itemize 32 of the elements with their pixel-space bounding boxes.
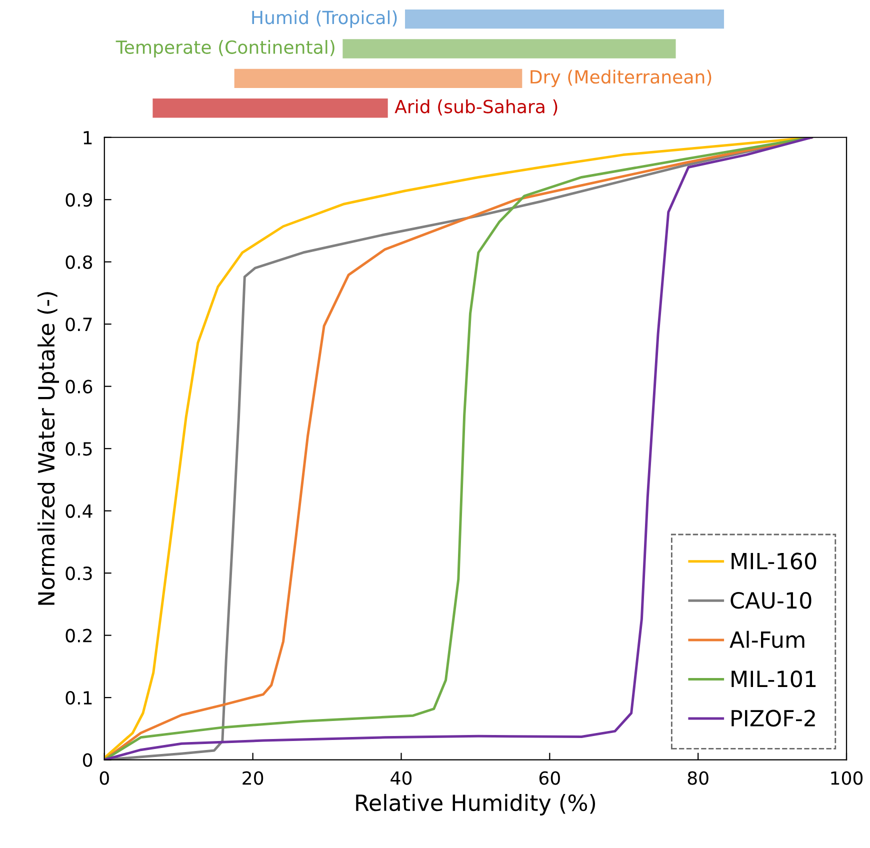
y-tick-label: 0.3: [66, 566, 92, 580]
y-tick-label: 0.6: [66, 380, 92, 394]
legend-label: Al-Fum: [730, 630, 804, 648]
bar: [342, 39, 676, 58]
y-tick-label: 0.1: [66, 691, 92, 705]
y-tick-label: Dry (Mediterranean): [530, 70, 712, 88]
bar: [405, 9, 724, 29]
legend-label: CAU-10: [730, 592, 812, 609]
y-axis-title: Normalized Water Uptake (-): [38, 292, 60, 605]
x-tick-label: 60: [539, 771, 560, 785]
y-tick-label: 0.5: [66, 442, 92, 456]
x-tick-label: 40: [390, 771, 412, 785]
y-tick-label: Humid (Tropical): [252, 10, 397, 28]
x-tick-label: 80: [688, 771, 708, 785]
bar: [152, 98, 388, 118]
x-tick-label: 100: [831, 771, 863, 785]
y-tick-label: Arid (sub-Sahara ): [394, 99, 558, 116]
x-tick-label: 20: [242, 771, 264, 785]
legend-label: PIZOF-2: [732, 710, 815, 727]
y-tick-label: Temperate (Continental): [116, 40, 334, 58]
x-axis-title: Relative Humidity (%): [356, 794, 596, 816]
y-tick-label: 0: [82, 753, 92, 767]
y-tick-label: 0.7: [66, 318, 92, 332]
x-tick-label: 0: [100, 771, 109, 785]
legend-label: MIL-160: [732, 552, 816, 570]
y-tick-label: 0.2: [66, 628, 92, 642]
bar: [234, 68, 522, 88]
y-tick-label: 0.9: [66, 193, 92, 207]
legend-label: MIL-101: [732, 670, 816, 688]
y-tick-label: 0.8: [66, 255, 92, 269]
y-tick-label: 1: [84, 131, 92, 144]
y-tick-label: 0.4: [66, 504, 92, 518]
